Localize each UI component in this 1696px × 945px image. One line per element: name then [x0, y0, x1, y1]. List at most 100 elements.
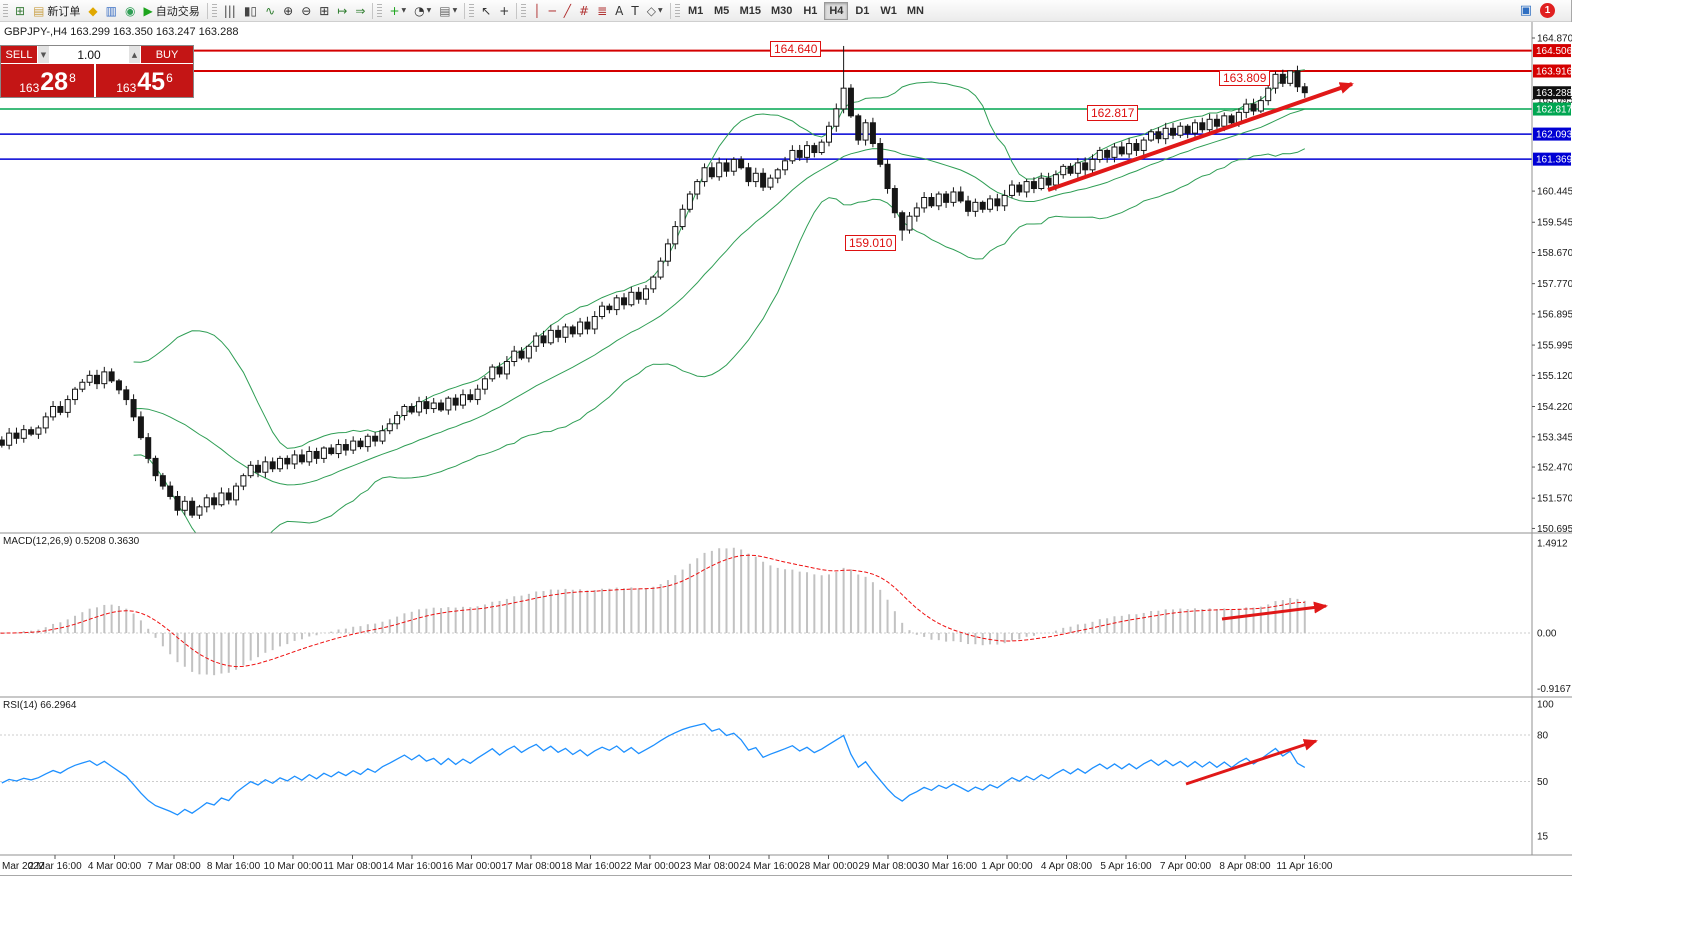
timeframe-m30[interactable]: M30	[770, 4, 793, 17]
trendline-tool-icon[interactable]: ╱	[560, 2, 575, 20]
line-chart-mode-icon[interactable]: ∿	[261, 2, 279, 20]
indicators-button[interactable]: + ▼	[385, 2, 410, 20]
volume-decrease-icon[interactable]: ▼	[37, 46, 50, 63]
trend-arrows[interactable]	[1047, 82, 1354, 786]
candle	[459, 389, 466, 409]
auto-scroll-icon[interactable]: ↦	[333, 2, 351, 20]
timeframe-h1[interactable]: H1	[803, 4, 818, 17]
dropdown-caret-icon[interactable]: ▼	[657, 7, 663, 14]
sell-price-button[interactable]: 163 28 8	[1, 64, 96, 97]
analysis-icon[interactable]: ▣	[1519, 3, 1532, 18]
zoom-out-icon[interactable]: ⊖	[297, 2, 315, 20]
toolbar-grip[interactable]	[674, 3, 680, 18]
price-box-label: 161.369	[1536, 155, 1572, 166]
buy-price-button[interactable]: 163 45 6	[96, 64, 193, 97]
sell-price-pips: 28	[40, 68, 69, 96]
candle	[423, 396, 430, 415]
candlestick-mode-icon: ▮▯	[243, 3, 258, 18]
rsi-axis-label: 15	[1537, 831, 1549, 842]
vertical-line-tool-icon[interactable]: │	[529, 2, 544, 20]
new-order-button[interactable]: ▤ 新订单	[29, 2, 84, 20]
notification-badge[interactable]: 1	[1540, 3, 1555, 18]
toolbar-group: + ▼ ◔ ▼ ▤ ▼	[376, 0, 468, 22]
dropdown-caret-icon[interactable]: ▼	[401, 7, 407, 14]
toolbar-grip[interactable]	[377, 3, 383, 18]
metaeditor-icon[interactable]: ◆	[84, 2, 101, 20]
current-price-box	[1533, 86, 1571, 100]
text-tool-icon: A	[615, 3, 624, 18]
candle	[972, 198, 979, 217]
crosshair-tool-icon[interactable]: +	[495, 2, 513, 20]
candle	[1104, 148, 1111, 163]
chart-shift-icon[interactable]: ⇒	[351, 2, 369, 20]
trend-arrow[interactable]	[1047, 82, 1354, 192]
candle	[1155, 127, 1162, 144]
shapes-tool-button-glyph: ◇	[646, 3, 656, 18]
timeframe-m1[interactable]: M1	[687, 4, 704, 17]
buy-button[interactable]: BUY	[141, 46, 193, 63]
candle	[811, 142, 818, 158]
bar-chart-mode-icon[interactable]: |||	[220, 2, 240, 20]
rsi-axis-label: 50	[1537, 777, 1549, 788]
price-annotation[interactable]: 163.809	[1219, 70, 1271, 86]
price-chart[interactable]: 164.870 163.095 160.445 159.545 158.670 157.7…	[0, 22, 1572, 875]
market-watch-icon[interactable]: ▥	[102, 2, 121, 20]
price-annotation[interactable]: 159.010	[845, 235, 897, 251]
cursor-tool-icon[interactable]: ↖	[477, 2, 495, 20]
volume-input[interactable]	[50, 46, 128, 64]
price-level-lines[interactable]	[0, 49, 1532, 160]
autotrading-button-glyph: ▶	[143, 3, 153, 18]
toolbar-grip[interactable]	[3, 3, 8, 18]
candle	[877, 137, 884, 168]
zoom-in-icon[interactable]: ⊕	[279, 2, 297, 20]
price-axis-label: 156.895	[1537, 309, 1572, 320]
candle	[196, 504, 203, 519]
candle	[1170, 123, 1177, 140]
candle	[1148, 129, 1155, 142]
periods-button[interactable]: ◔ ▼	[410, 2, 435, 20]
toolbar-grip[interactable]	[211, 3, 217, 18]
level-price-box	[1533, 102, 1571, 116]
candle	[174, 490, 181, 516]
channel-tool-icon[interactable]: #	[575, 2, 593, 20]
rsi-pane	[0, 722, 1532, 816]
price-axis[interactable]: 164.870 163.095 160.445 159.545 158.670 157.7…	[1532, 34, 1572, 843]
timeframe-d1[interactable]: D1	[855, 4, 870, 17]
dropdown-caret-icon[interactable]: ▼	[452, 7, 458, 14]
fibonacci-tool-icon[interactable]: ≣	[593, 2, 611, 20]
new-chart-button[interactable]: ⊞	[11, 2, 29, 20]
candle	[481, 376, 488, 395]
candle	[313, 447, 320, 464]
candle	[181, 496, 188, 516]
candle	[1257, 96, 1264, 114]
trend-arrow[interactable]	[1221, 601, 1328, 621]
horizontal-line-tool-icon: ─	[548, 3, 556, 18]
navigator-icon[interactable]: ◉	[121, 2, 139, 20]
volume-increase-icon[interactable]: ▲	[128, 46, 141, 63]
trade-panel-controls: SELL ▼ ▲ BUY	[1, 46, 193, 64]
candlestick-mode-icon[interactable]: ▮▯	[240, 2, 261, 20]
price-annotation[interactable]: 164.640	[770, 41, 822, 57]
candle	[1213, 114, 1220, 132]
text-tool-icon[interactable]: A	[611, 2, 627, 20]
toolbar-grip[interactable]	[521, 3, 527, 18]
templates-button[interactable]: ▤ ▼	[435, 2, 461, 20]
autotrading-button[interactable]: ▶ 自动交易	[139, 2, 203, 20]
tile-windows-icon[interactable]: ⊞	[315, 2, 333, 20]
timeframe-m5[interactable]: M5	[713, 4, 730, 17]
candle	[489, 364, 496, 382]
timeframe-w1[interactable]: W1	[880, 4, 897, 17]
timeframe-mn[interactable]: MN	[906, 4, 924, 17]
sell-button[interactable]: SELL	[1, 46, 37, 63]
trend-arrow[interactable]	[1185, 739, 1318, 786]
pane-separators[interactable]	[0, 22, 1572, 856]
horizontal-line-tool-icon[interactable]: ─	[545, 2, 560, 20]
timeframe-h4[interactable]: H4	[824, 1, 849, 20]
timeframe-m15[interactable]: M15	[739, 4, 761, 17]
shapes-tool-button[interactable]: ◇ ▼	[643, 2, 667, 20]
price-annotation[interactable]: 162.817	[1087, 105, 1139, 121]
dropdown-caret-icon[interactable]: ▼	[426, 7, 432, 14]
label-tool-icon[interactable]: T	[627, 2, 642, 20]
toolbar-grip[interactable]	[469, 3, 475, 18]
